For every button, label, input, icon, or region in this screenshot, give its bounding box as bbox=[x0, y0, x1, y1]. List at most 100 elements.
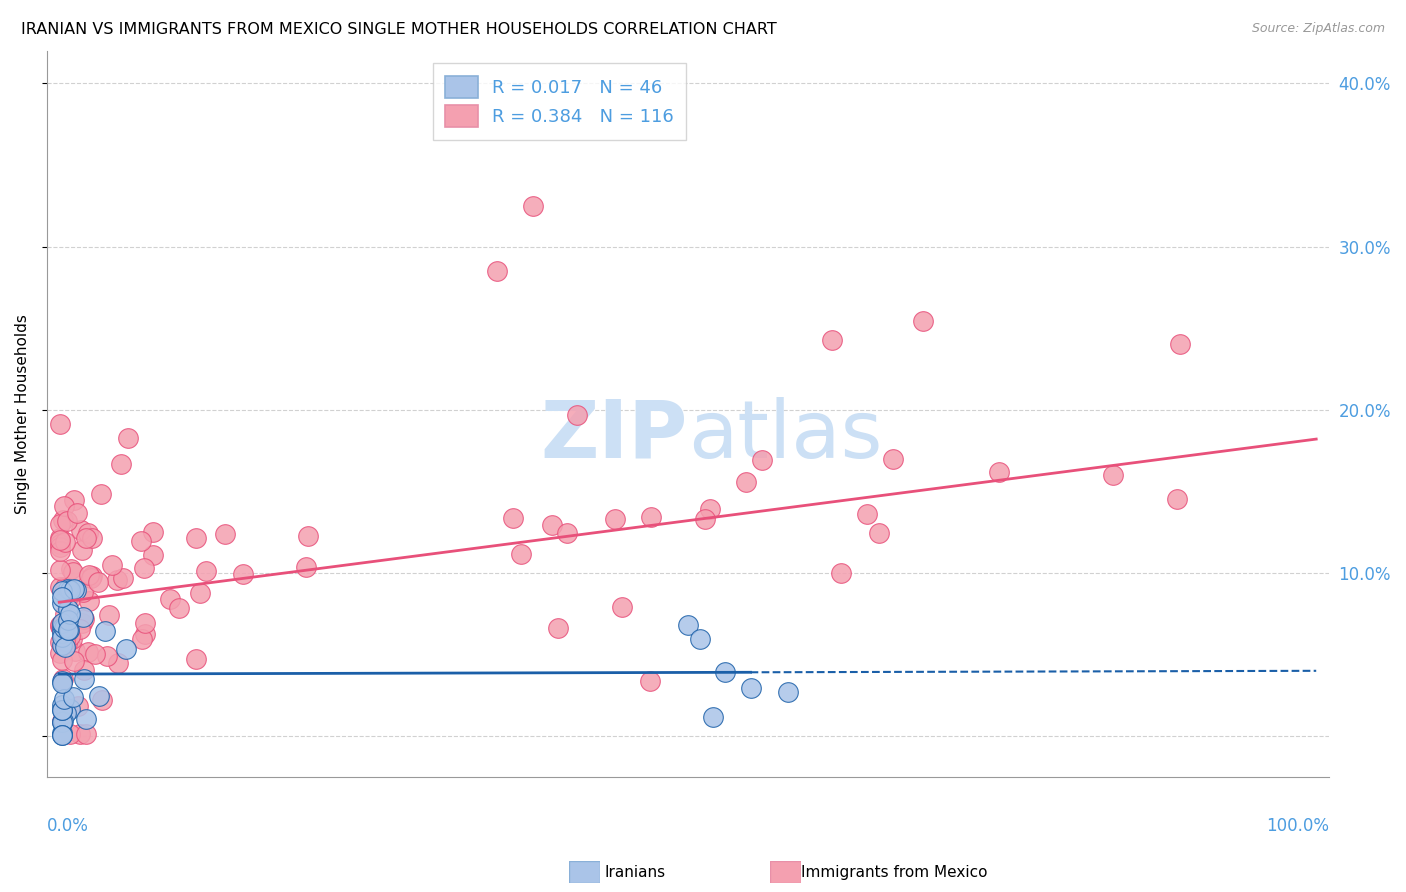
Point bbox=[51, 587, 73, 601]
Point bbox=[53, 607, 76, 622]
Point bbox=[51, 630, 73, 644]
Point bbox=[778, 684, 800, 698]
Point bbox=[297, 529, 319, 543]
Point bbox=[51, 639, 73, 653]
Point bbox=[55, 627, 77, 641]
Point bbox=[72, 543, 94, 558]
Point bbox=[52, 714, 75, 728]
Point bbox=[49, 580, 72, 594]
Point bbox=[522, 199, 544, 213]
Point bbox=[882, 451, 904, 466]
Point bbox=[58, 623, 80, 637]
Point bbox=[60, 562, 83, 576]
Text: Immigrants from Mexico: Immigrants from Mexico bbox=[801, 865, 988, 880]
Point bbox=[699, 502, 721, 516]
Point bbox=[117, 431, 139, 445]
Point bbox=[62, 690, 84, 705]
Point bbox=[79, 571, 101, 585]
Point bbox=[58, 601, 80, 615]
Point bbox=[295, 560, 318, 574]
Point bbox=[693, 511, 716, 525]
Point bbox=[1101, 467, 1123, 482]
Point bbox=[80, 531, 103, 545]
Point bbox=[640, 673, 662, 688]
Point bbox=[186, 652, 208, 666]
Point bbox=[62, 655, 84, 669]
Legend: R = 0.017   N = 46, R = 0.384   N = 116: R = 0.017 N = 46, R = 0.384 N = 116 bbox=[433, 63, 686, 140]
Point bbox=[56, 514, 79, 528]
Point bbox=[84, 647, 107, 661]
Point bbox=[51, 653, 73, 667]
Point bbox=[58, 613, 80, 627]
Point bbox=[69, 622, 91, 636]
Point bbox=[51, 673, 73, 687]
Point bbox=[77, 526, 100, 541]
Point bbox=[52, 584, 75, 599]
Point bbox=[59, 629, 82, 643]
Point bbox=[188, 586, 211, 600]
Point bbox=[51, 616, 73, 631]
Point bbox=[142, 548, 165, 562]
Point bbox=[751, 452, 773, 467]
Point bbox=[53, 640, 76, 654]
Point bbox=[740, 681, 762, 696]
Point bbox=[52, 500, 75, 514]
Point bbox=[821, 333, 844, 347]
Point bbox=[1170, 336, 1192, 351]
Point bbox=[214, 526, 236, 541]
Point bbox=[142, 525, 165, 540]
Point bbox=[51, 596, 73, 610]
Point bbox=[49, 531, 72, 545]
Point bbox=[49, 516, 72, 531]
Point bbox=[987, 466, 1010, 480]
Point bbox=[87, 690, 110, 704]
Point bbox=[63, 493, 86, 508]
Point bbox=[131, 632, 153, 646]
Point bbox=[59, 591, 82, 606]
Point bbox=[714, 665, 737, 679]
Point bbox=[640, 509, 662, 524]
Point bbox=[55, 706, 77, 721]
Point bbox=[129, 534, 152, 549]
Point bbox=[856, 507, 879, 521]
Point bbox=[689, 632, 711, 647]
Point bbox=[77, 644, 100, 658]
Point bbox=[195, 564, 218, 578]
Point bbox=[53, 580, 76, 594]
Point bbox=[547, 621, 569, 635]
Point bbox=[540, 518, 562, 533]
Point bbox=[51, 698, 73, 712]
Text: 0.0%: 0.0% bbox=[46, 817, 89, 835]
Point bbox=[868, 525, 890, 540]
Point bbox=[734, 475, 756, 490]
Point bbox=[53, 705, 76, 719]
Point bbox=[72, 616, 94, 631]
Point bbox=[51, 728, 73, 742]
Point bbox=[49, 635, 72, 649]
Point bbox=[58, 623, 80, 637]
Point bbox=[70, 524, 93, 538]
Point bbox=[134, 626, 156, 640]
Point bbox=[90, 487, 112, 501]
Point bbox=[49, 621, 72, 635]
Point bbox=[49, 619, 72, 633]
Point bbox=[75, 727, 97, 741]
Point bbox=[53, 621, 76, 635]
Point bbox=[555, 526, 578, 541]
Point bbox=[59, 727, 82, 741]
Point bbox=[51, 714, 73, 728]
Point bbox=[59, 702, 82, 716]
Text: atlas: atlas bbox=[688, 397, 882, 475]
Point bbox=[134, 561, 156, 575]
Point bbox=[51, 591, 73, 605]
Point bbox=[912, 314, 935, 328]
Point bbox=[51, 621, 73, 635]
Point bbox=[75, 712, 97, 726]
Point bbox=[49, 544, 72, 558]
Point bbox=[112, 572, 135, 586]
Point bbox=[72, 610, 94, 624]
Y-axis label: Single Mother Households: Single Mother Households bbox=[15, 314, 30, 514]
Point bbox=[485, 264, 508, 278]
Point bbox=[53, 625, 76, 640]
Point bbox=[79, 593, 101, 607]
